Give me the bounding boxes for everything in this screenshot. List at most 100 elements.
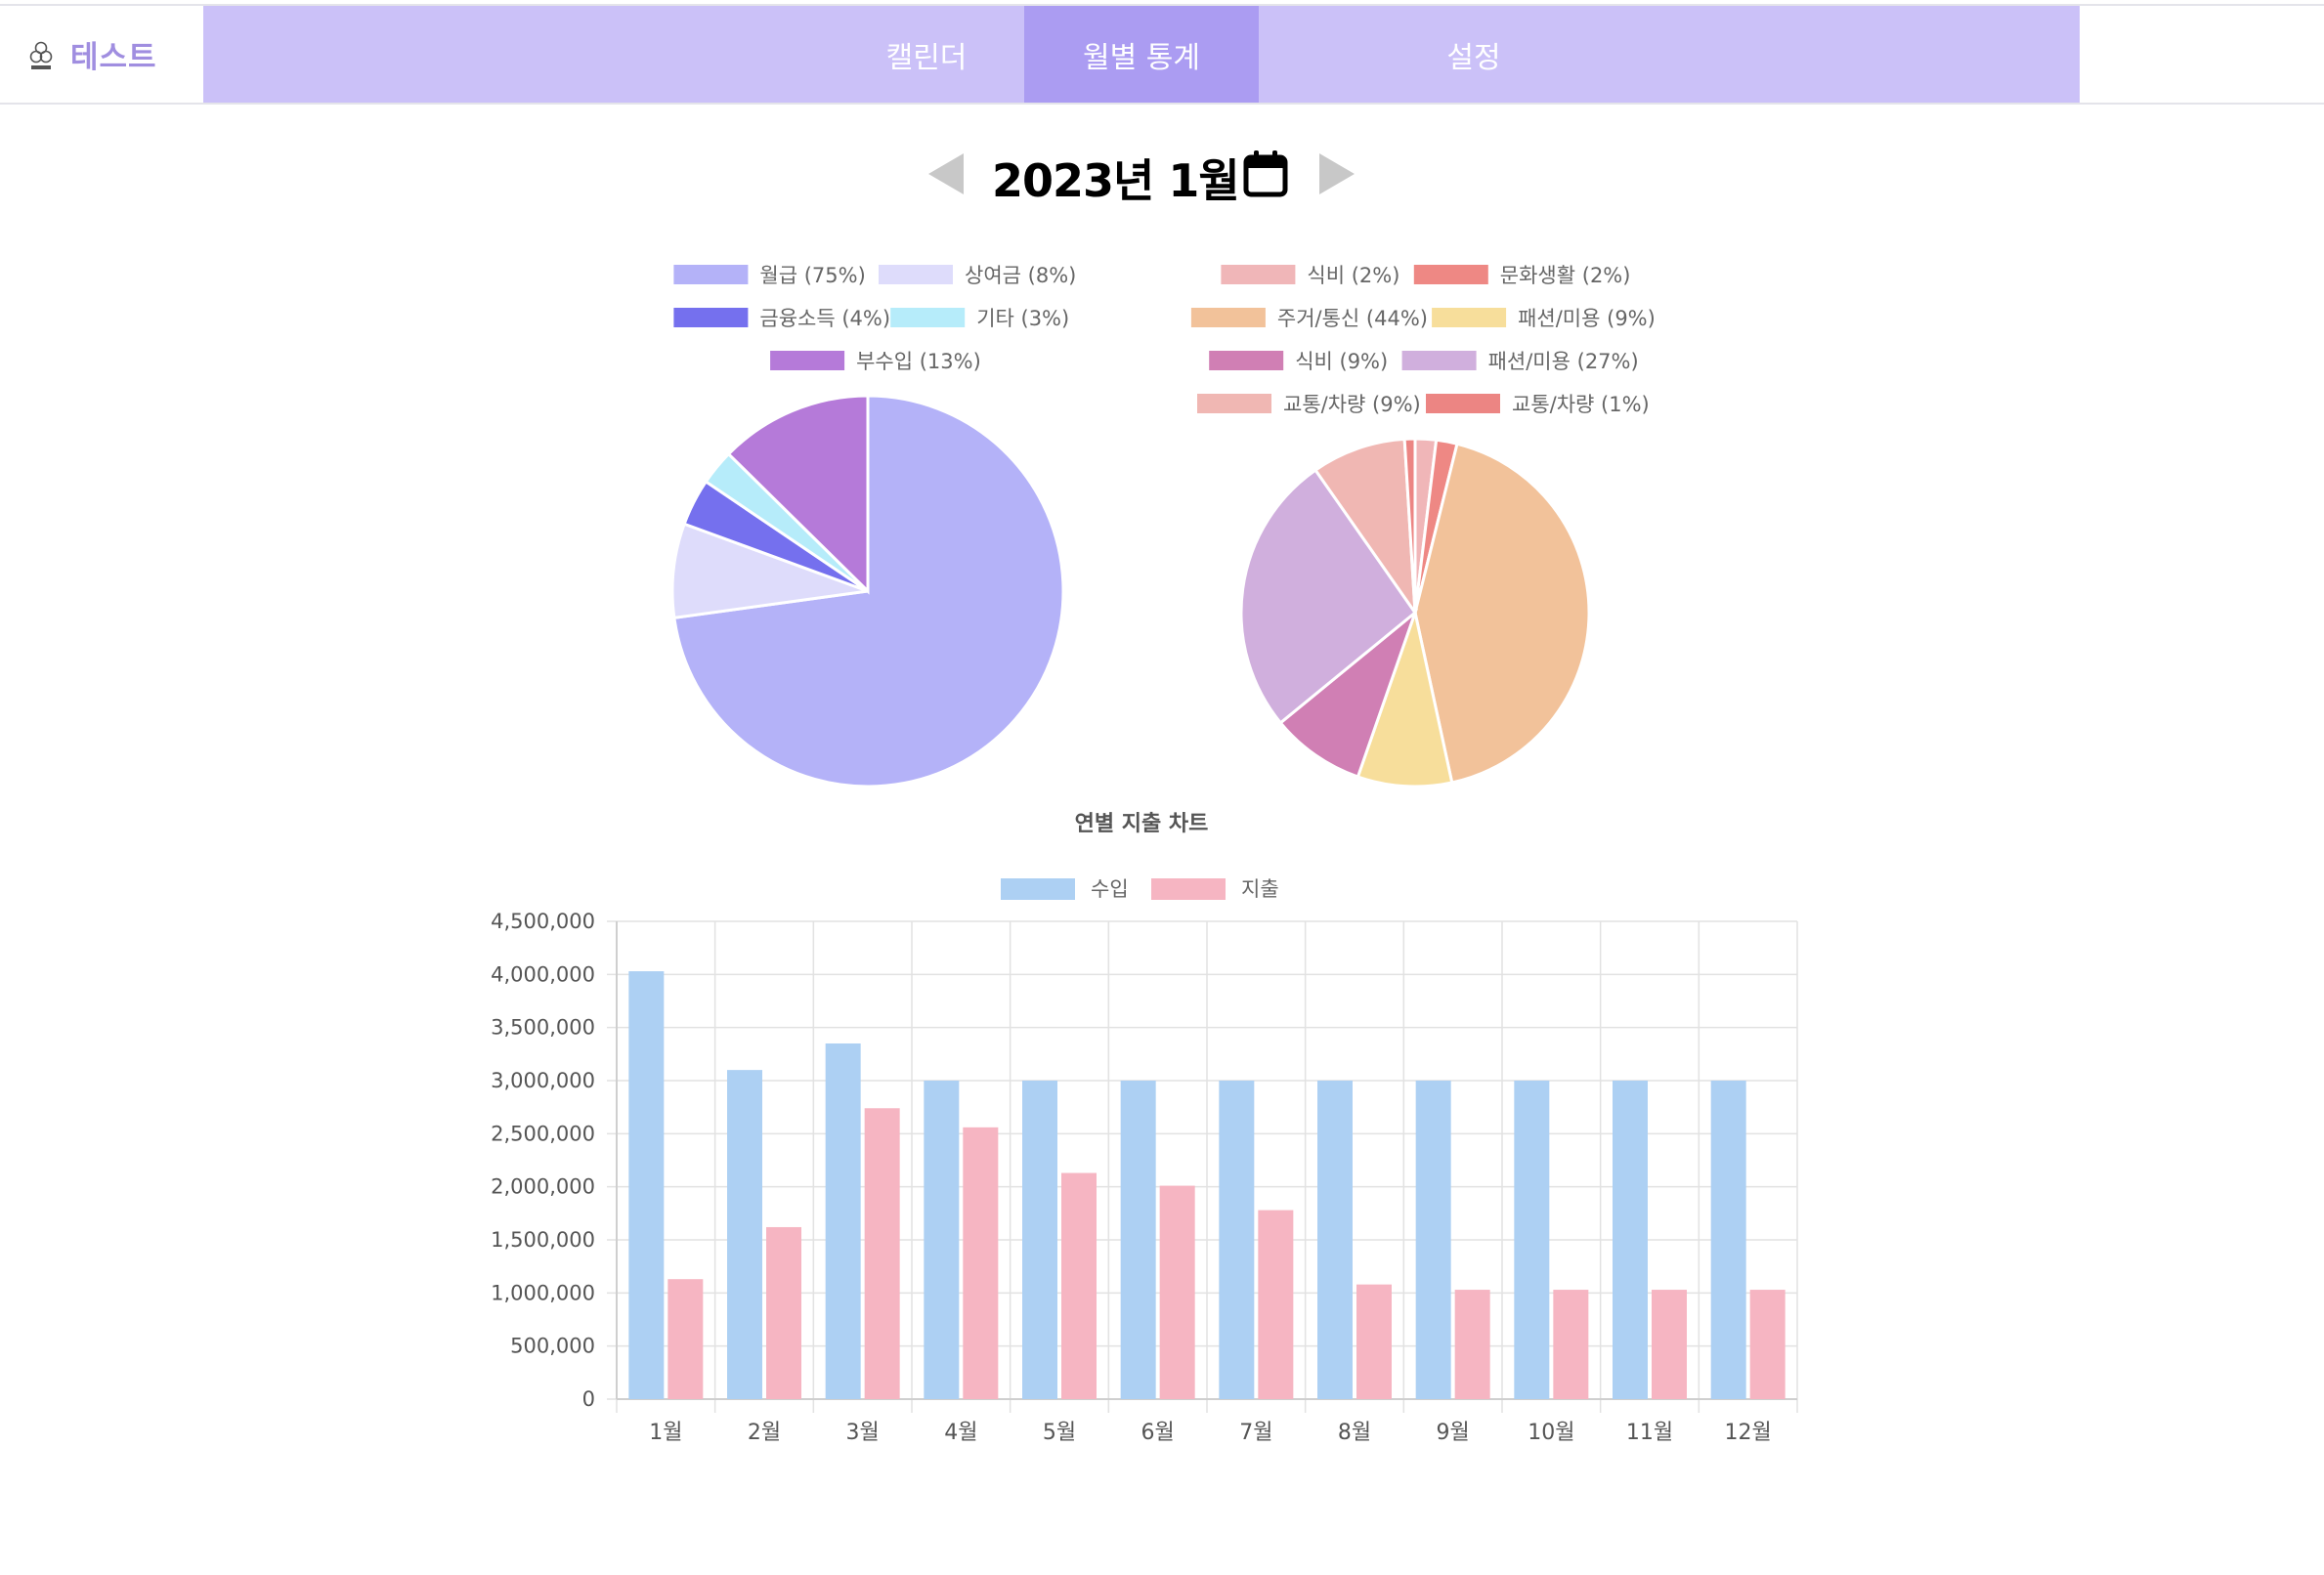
expense-pie-legend: 식비 (2%) 문화생활 (2%) 주거/통신 (44%) 패션/미용 (9%) 식비 …	[1190, 264, 1656, 416]
y-tick-label: 500,000	[510, 1335, 595, 1358]
income-bar	[1613, 1081, 1648, 1399]
legend-label: 식비 (9%)	[1295, 350, 1388, 373]
expense-bar	[963, 1127, 999, 1399]
y-tick-label: 2,000,000	[491, 1175, 595, 1199]
legend-swatch	[1413, 265, 1488, 284]
x-tick-label: 5월	[1043, 1421, 1076, 1445]
legend-label: 지출	[1241, 877, 1279, 901]
legend-label: 금융소득 (4%)	[759, 307, 890, 330]
legend-swatch	[770, 351, 845, 370]
legend-swatch	[1432, 308, 1507, 327]
legend-swatch	[1151, 878, 1226, 900]
pie-slice	[1402, 437, 1417, 614]
bar-chart-title: 연별 지출 차트	[1075, 812, 1209, 836]
legend-label: 월급 (75%)	[759, 264, 865, 287]
income-bar	[1415, 1081, 1451, 1399]
income-bar	[924, 1081, 960, 1399]
y-tick-label: 4,500,000	[491, 910, 595, 933]
pie-slice	[1356, 607, 1454, 788]
legend-swatch	[1001, 878, 1075, 900]
legend-swatch	[879, 265, 953, 284]
income-bar	[1317, 1081, 1353, 1399]
x-tick-label: 12월	[1725, 1421, 1772, 1445]
next-month-button[interactable]	[1319, 153, 1355, 194]
income-bar	[1022, 1081, 1057, 1399]
expense-bar	[1258, 1210, 1294, 1399]
expense-bar	[1356, 1284, 1392, 1399]
tab-settings[interactable]: 설정	[1446, 40, 1501, 75]
legend-swatch	[1426, 394, 1500, 413]
legend-swatch	[1401, 351, 1477, 370]
income-bar	[727, 1070, 762, 1399]
x-tick-label: 6월	[1141, 1421, 1175, 1445]
expense-bar	[1159, 1185, 1195, 1399]
expense-bar	[1749, 1290, 1786, 1399]
y-tick-label: 3,000,000	[491, 1069, 595, 1092]
pie-slice	[670, 522, 869, 620]
redux-logo-icon	[29, 41, 53, 69]
x-tick-label: 1월	[649, 1421, 682, 1445]
legend-label: 주거/통신 (44%)	[1277, 307, 1428, 330]
x-tick-label: 7월	[1239, 1421, 1272, 1445]
x-tick-label: 9월	[1437, 1421, 1470, 1445]
x-tick-label: 11월	[1626, 1421, 1673, 1445]
legend-label: 패션/미용 (9%)	[1518, 307, 1656, 330]
current-month-label: 2023년 1월	[992, 154, 1240, 207]
legend-swatch	[1190, 308, 1266, 327]
pie-slice	[726, 394, 870, 595]
x-tick-label: 2월	[748, 1421, 781, 1445]
income-pie-legend: 월급 (75%) 상여금 (8%) 금융소득 (4%) 기타 (3%) 부수입 (13%…	[673, 264, 1076, 373]
legend-label: 패션/미용 (27%)	[1488, 350, 1639, 373]
legend-swatch	[673, 308, 749, 327]
tab-calendar[interactable]: 캘린더	[885, 40, 968, 75]
legend-label: 문화생활 (2%)	[1500, 264, 1631, 287]
month-selector: 2023년 1월	[0, 142, 2324, 207]
expense-pie-chart	[1239, 437, 1591, 788]
pie-slice	[1239, 468, 1418, 725]
legend-label: 교통/차량 (9%)	[1283, 393, 1421, 416]
legend-label: 식비 (2%)	[1307, 264, 1399, 287]
y-tick-label: 1,000,000	[491, 1281, 595, 1304]
tab-monthly-stats[interactable]: 월별 통계	[1024, 6, 1259, 103]
y-tick-label: 3,500,000	[491, 1016, 595, 1040]
income-bar	[825, 1043, 861, 1399]
legend-label: 상여금 (8%)	[965, 264, 1076, 287]
y-tick-label: 2,500,000	[491, 1122, 595, 1145]
income-bar	[1120, 1081, 1156, 1399]
legend-swatch	[890, 308, 966, 327]
x-tick-label: 10월	[1528, 1421, 1574, 1445]
main-nav: 캘린더 월별 통계 설정	[203, 6, 2080, 103]
x-tick-label: 8월	[1338, 1421, 1371, 1445]
legend-label: 기타 (3%)	[976, 307, 1069, 330]
income-bar	[1514, 1081, 1550, 1399]
prev-month-button[interactable]	[928, 153, 964, 194]
x-tick-label: 4월	[944, 1421, 977, 1445]
expense-bar	[1061, 1172, 1097, 1399]
legend-swatch	[1209, 351, 1284, 370]
legend-swatch	[673, 265, 749, 284]
y-tick-label: 1,500,000	[491, 1228, 595, 1252]
pie-slice	[1278, 608, 1419, 779]
pie-slice	[1313, 437, 1417, 618]
calendar-icon[interactable]	[1243, 149, 1288, 198]
expense-bar	[1454, 1290, 1490, 1399]
app-header: 테스트 캘린더 월별 통계 설정	[0, 4, 2324, 105]
y-tick-label: 4,000,000	[491, 962, 595, 986]
pie-slice	[1413, 442, 1591, 785]
expense-bar	[766, 1226, 801, 1399]
app-logo[interactable]: 테스트	[0, 6, 203, 103]
y-tick-label: 0	[582, 1387, 595, 1411]
expense-bar	[667, 1279, 704, 1399]
income-pie-chart	[670, 394, 1065, 788]
expense-bar	[1553, 1290, 1589, 1399]
expense-bar	[1652, 1290, 1687, 1399]
legend-label: 부수입 (13%)	[856, 350, 981, 373]
income-bar	[628, 971, 665, 1399]
app-title: 테스트	[70, 40, 157, 75]
legend-label: 수입	[1091, 877, 1129, 901]
x-tick-label: 3월	[846, 1421, 880, 1445]
income-bar	[1710, 1081, 1746, 1399]
expense-bar	[864, 1108, 900, 1399]
